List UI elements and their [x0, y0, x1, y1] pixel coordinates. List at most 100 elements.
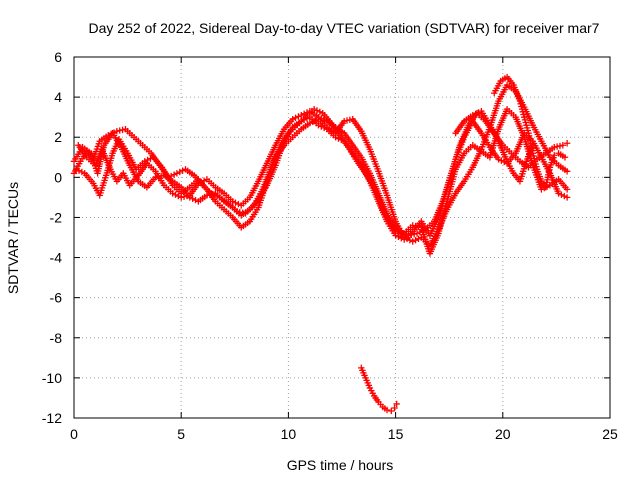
data-point — [555, 190, 562, 197]
data-point — [469, 111, 476, 119]
data-point — [78, 168, 86, 176]
y-tick-label: -6 — [50, 290, 63, 306]
x-tick-label: 25 — [602, 426, 618, 442]
data-point — [232, 199, 239, 206]
series-track-e — [491, 73, 569, 191]
data-point — [298, 117, 305, 125]
data-point — [306, 119, 314, 127]
x-tick-label: 5 — [177, 426, 185, 442]
data-point — [200, 177, 208, 184]
data-point — [346, 116, 354, 124]
data-point — [116, 127, 123, 134]
x-axis-label: GPS time / hours — [287, 457, 394, 473]
data-point — [292, 114, 299, 122]
chart-title: Day 252 of 2022, Sidereal Day-to-day VTE… — [89, 20, 600, 36]
data-point — [398, 234, 405, 242]
data-point — [408, 231, 415, 239]
data-point — [320, 116, 328, 124]
data-point — [173, 170, 181, 177]
data-point — [395, 233, 402, 241]
x-tick-label: 0 — [70, 426, 78, 442]
data-point — [388, 407, 395, 415]
data-point — [157, 172, 165, 180]
data-point — [203, 192, 211, 199]
data-point — [398, 228, 405, 236]
y-tick-label: -8 — [50, 330, 63, 346]
data-point — [563, 194, 571, 201]
data-point — [170, 171, 178, 178]
y-axis-label: SDTVAR / TECUs — [5, 182, 21, 294]
data-point — [144, 156, 151, 164]
data-point — [538, 186, 545, 193]
data-point — [119, 126, 126, 134]
data-point — [318, 123, 325, 130]
data-point — [198, 178, 205, 186]
data-point — [180, 193, 188, 200]
y-tick-label: -10 — [42, 370, 62, 386]
data-point — [315, 121, 322, 129]
ticks-layer — [73, 56, 611, 419]
data-point — [335, 135, 342, 142]
data-point — [498, 157, 505, 164]
data-point — [209, 190, 216, 198]
data-point — [236, 208, 244, 216]
grid-layer — [74, 57, 610, 418]
data-point — [395, 227, 402, 235]
data-point — [113, 128, 121, 135]
data-point — [206, 191, 213, 198]
data-point — [318, 115, 325, 122]
data-point — [403, 235, 411, 243]
plot-frame — [73, 56, 611, 419]
data-point — [195, 180, 202, 187]
data-point — [235, 200, 242, 208]
data-point — [563, 186, 571, 193]
marks-layer — [70, 73, 571, 415]
data-point — [558, 191, 565, 198]
tick-labels-layer: 0 5 10 15 20 25 -12 -10 -8 -6 -4 -2 0 2 4 6 — [42, 49, 618, 442]
y-tick-label: -2 — [50, 209, 63, 225]
data-point — [553, 143, 561, 150]
data-point — [313, 107, 321, 114]
data-point — [186, 194, 193, 201]
data-point — [561, 154, 569, 161]
data-point — [529, 142, 537, 149]
data-point — [178, 194, 185, 201]
y-tick-label: 2 — [54, 129, 62, 145]
data-point — [392, 226, 399, 233]
data-point — [152, 174, 159, 181]
data-point — [406, 236, 414, 244]
data-point — [343, 117, 351, 124]
data-point — [303, 115, 311, 122]
series-track-f — [452, 107, 537, 185]
x-tick-label: 15 — [388, 426, 404, 442]
data-point — [295, 113, 302, 120]
data-point — [320, 124, 328, 132]
y-tick-label: 0 — [54, 169, 62, 185]
data-point — [316, 108, 324, 116]
data-point — [475, 109, 482, 116]
data-point — [300, 110, 308, 118]
x-tick-label: 10 — [281, 426, 297, 442]
data-point — [383, 406, 391, 414]
data-point — [75, 167, 83, 174]
data-point — [72, 166, 80, 173]
data-point — [155, 173, 162, 180]
data-point — [147, 155, 154, 162]
data-point — [556, 142, 564, 150]
y-tick-label: -12 — [42, 410, 62, 426]
data-point — [169, 190, 176, 197]
series-track-isolated — [358, 364, 400, 415]
data-point — [300, 116, 308, 124]
data-point — [391, 404, 398, 412]
data-point — [413, 230, 421, 237]
data-point — [563, 168, 571, 175]
data-point — [415, 235, 422, 243]
data-point — [176, 168, 183, 176]
data-point — [172, 191, 179, 198]
data-point — [551, 152, 558, 159]
data-point — [315, 113, 322, 121]
data-point — [340, 117, 348, 125]
data-point — [412, 236, 419, 244]
data-point — [289, 115, 296, 123]
series-track-d — [70, 113, 571, 243]
